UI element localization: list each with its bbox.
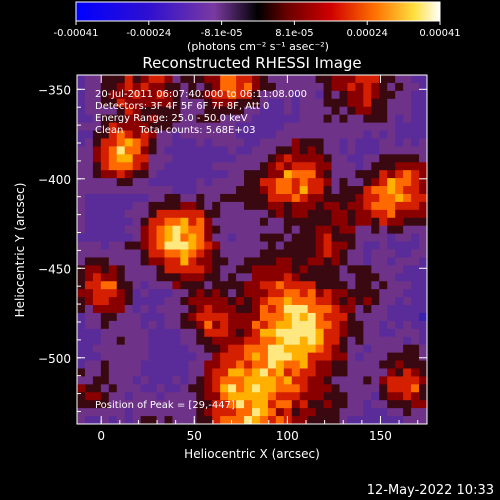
footer-timestamp: 12-May-2022 10:33 (367, 483, 494, 498)
y-axis-label: Heliocentric Y (arcsec) (13, 183, 27, 318)
colorbar-tick-label: -0.00024 (126, 28, 171, 39)
annotation-energy-range: Energy Range: 25.0 - 50.0 keV (95, 113, 248, 124)
x-tick-label: 50 (187, 429, 202, 443)
axes: 0 50 100 150 −350 −400 −450 −500 (38, 75, 427, 443)
annotation-detectors: Detectors: 3F 4F 5F 6F 7F 8F, Att 0 (95, 101, 269, 112)
y-tick-label: −400 (38, 173, 71, 187)
colorbar-gradient (75, 1, 441, 22)
x-tick-label: 150 (369, 429, 392, 443)
x-axis-label: Heliocentric X (arcsec) (184, 447, 320, 461)
colorbar-tick-label: 8.1e-05 (275, 28, 313, 39)
y-tick-label: −350 (38, 83, 71, 97)
x-tick-label: 100 (276, 429, 299, 443)
peak-position-label: Position of Peak = [29,-447] (95, 400, 235, 411)
x-tick-label: 0 (97, 429, 105, 443)
colorbar-tick-label: -8.1e-05 (201, 28, 243, 39)
heatmap-image (77, 75, 427, 424)
colorbar-units: (photons cm⁻² s⁻¹ asec⁻²) (187, 40, 329, 53)
colorbar-tick-label: 0.00041 (419, 28, 460, 39)
annotation-counts: Clean Total counts: 5.68E+03 (95, 125, 255, 136)
colorbar-tick-label: 0.00024 (347, 28, 388, 39)
y-tick-label: −500 (38, 352, 71, 366)
colorbar-tick-label: -0.00041 (54, 28, 99, 39)
plot-title: Reconstructed RHESSI Image (142, 54, 361, 72)
colorbar: -0.00041 -0.00024 -8.1e-05 8.1e-05 0.00024 0.… (54, 1, 461, 53)
heatmap-cells (77, 75, 427, 424)
colorbar-ticks: -0.00041 -0.00024 -8.1e-05 8.1e-05 0.00024 0.… (54, 21, 461, 39)
plot-frame (76, 74, 428, 425)
annotation-time-range: 20-Jul-2011 06:07:40.000 to 06:11:08.000 (95, 89, 307, 100)
annotation-block: 20-Jul-2011 06:07:40.000 to 06:11:08.000… (95, 89, 307, 136)
y-tick-label: −450 (38, 262, 71, 276)
